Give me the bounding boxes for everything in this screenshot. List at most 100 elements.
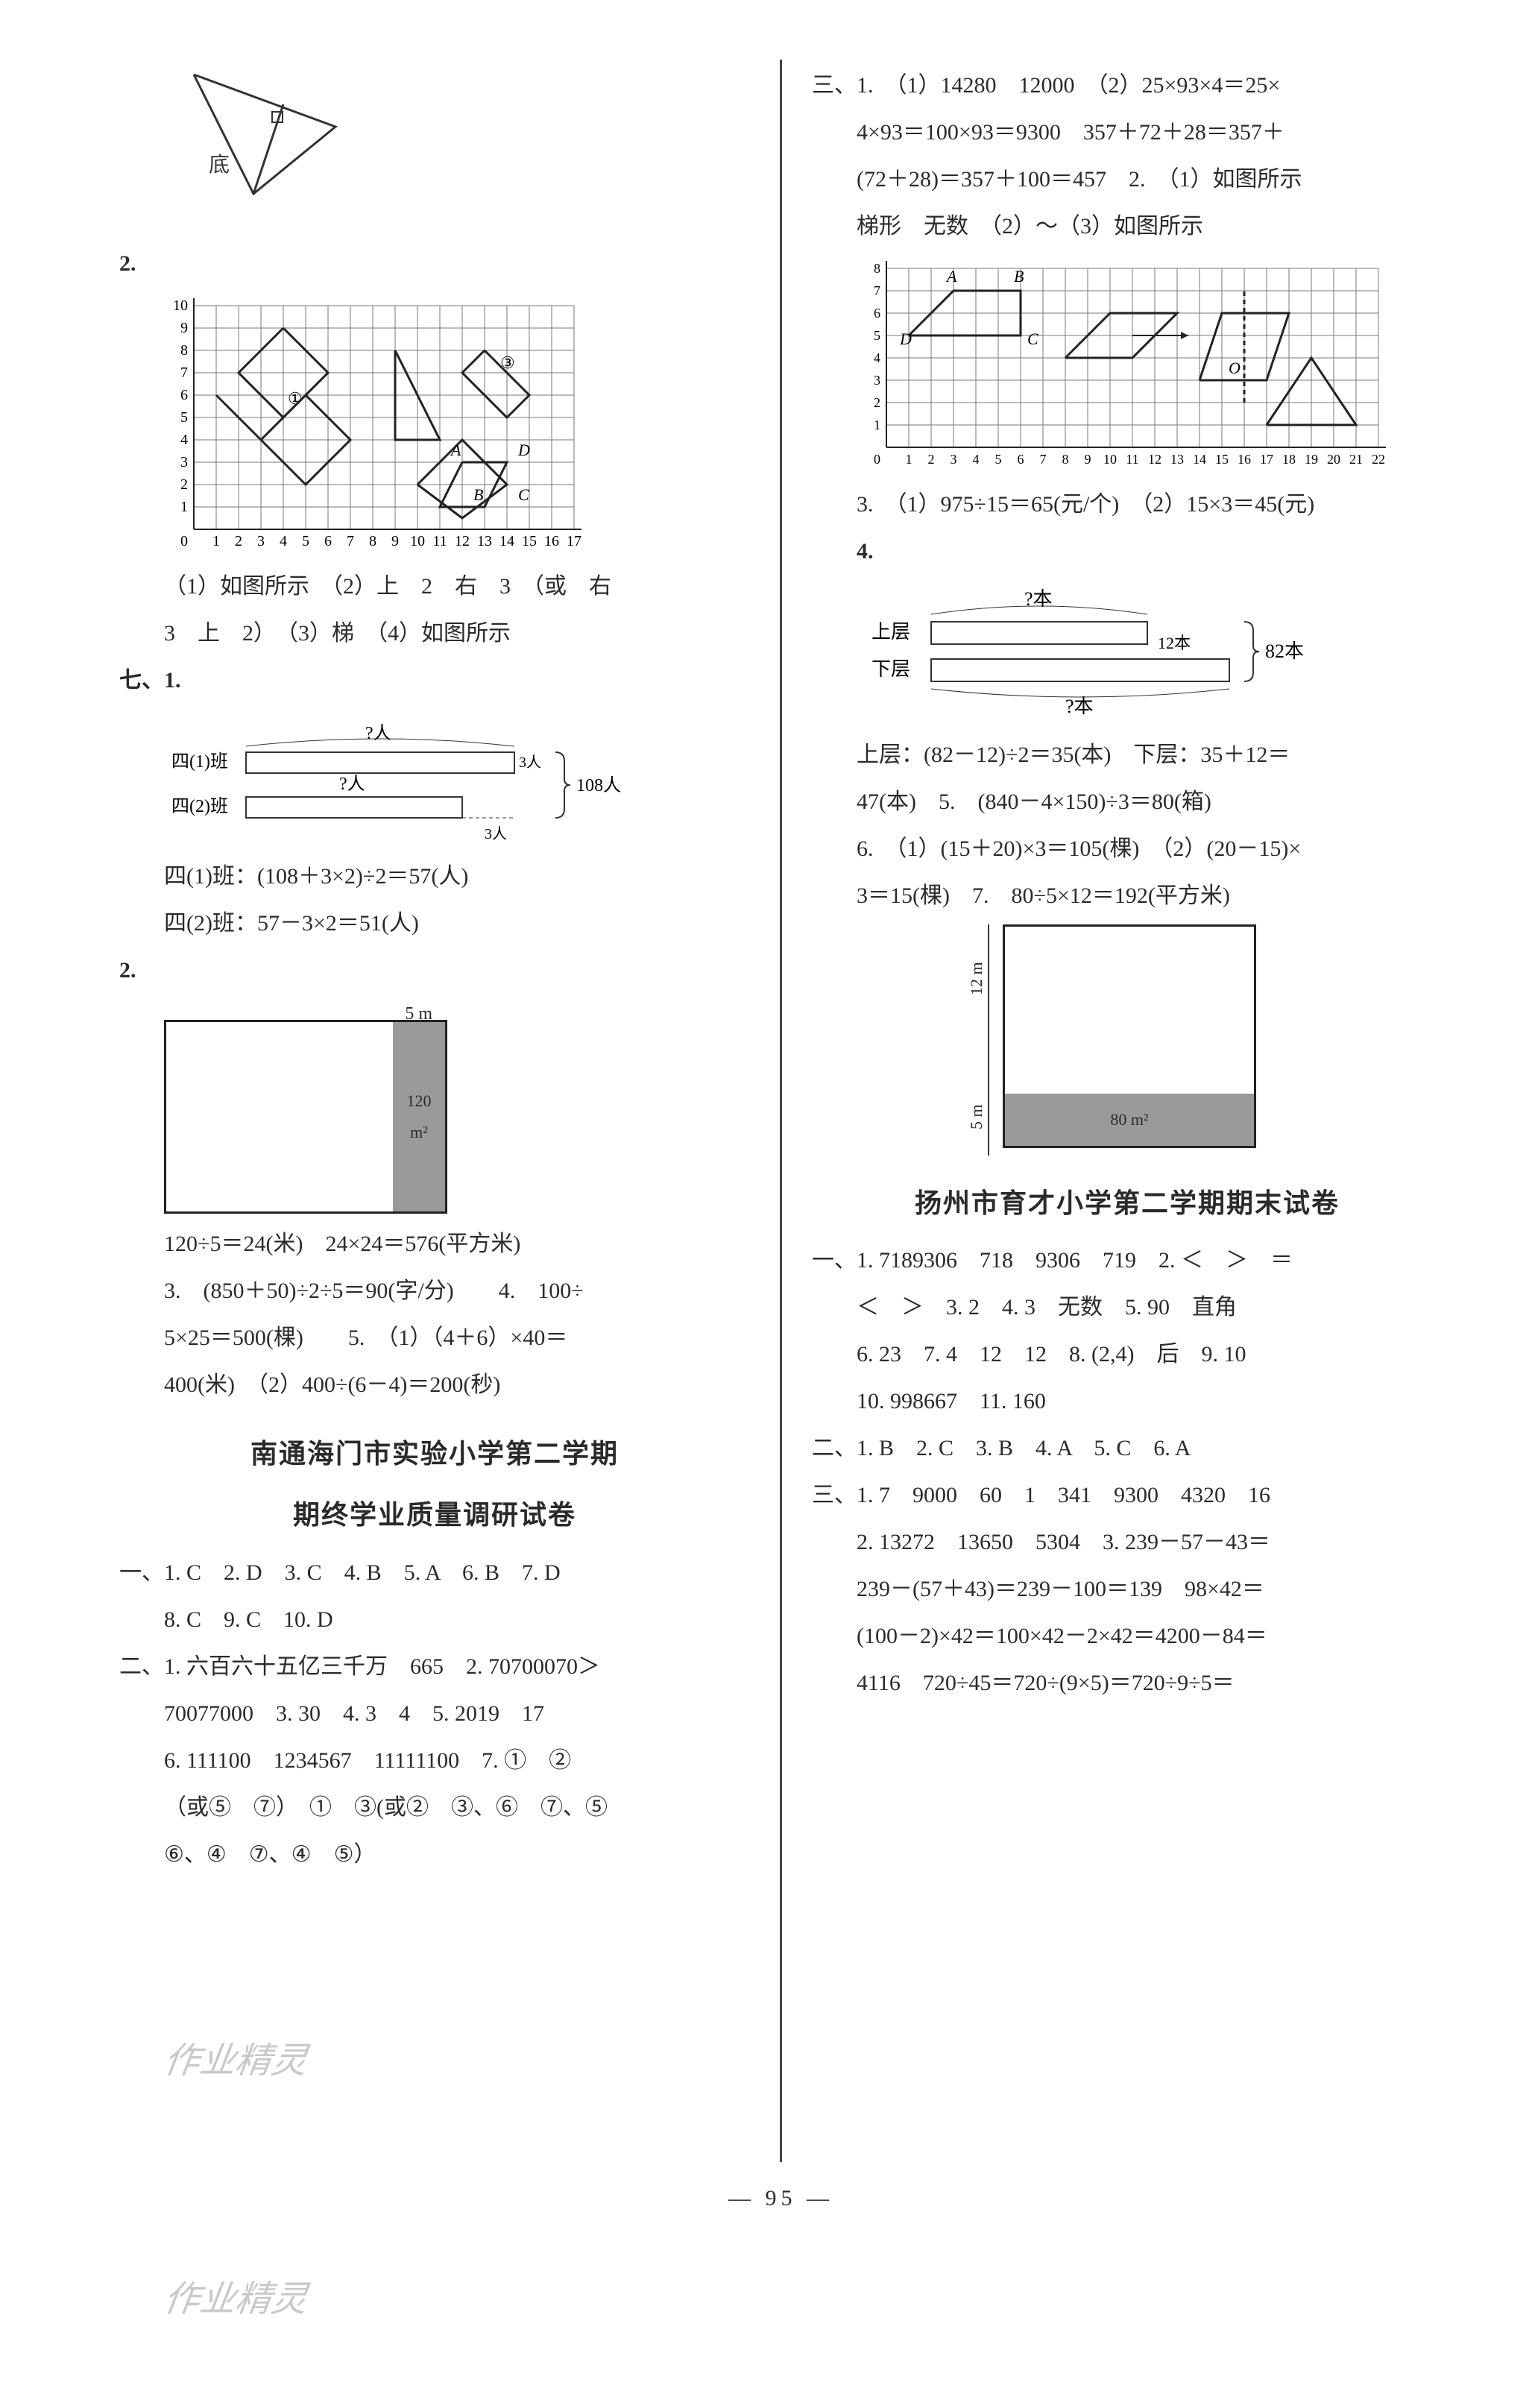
svg-text:1: 1 <box>906 452 912 467</box>
q7-3: 3. (850＋50)÷2÷5＝90(字/分) 4. 100÷ <box>119 1270 750 1312</box>
q7-2a: 120÷5＝24(米) 24×24＝576(平方米) <box>119 1223 750 1265</box>
svg-text:3: 3 <box>257 533 265 549</box>
r3-1: 三、1. （1）14280 12000 （2）25×93×4＝25× <box>812 64 1443 107</box>
svg-text:11: 11 <box>1126 452 1138 467</box>
r3-2: 4×93＝100×93＝9300 357＋72＋28＝357＋ <box>812 111 1443 154</box>
svg-text:?本: ?本 <box>1065 696 1094 717</box>
svg-text:82本: 82本 <box>1265 640 1304 662</box>
svg-text:1: 1 <box>212 533 220 549</box>
brace-diagram-1: 四(1)班四(2)班?人?人3人3人108人 <box>164 707 626 849</box>
nt-2-3: 6. 111100 1234567 11111100 7. ① ② <box>119 1739 750 1782</box>
grid-chart-1: 1234567891011121314151617123456789100①③A… <box>164 291 589 559</box>
svg-text:A: A <box>945 267 957 286</box>
svg-text:17: 17 <box>1260 452 1273 467</box>
svg-text:4: 4 <box>973 452 980 467</box>
yz-3-2: 2. 13272 13650 5304 3. 239－57－43＝ <box>812 1521 1443 1563</box>
svg-text:7: 7 <box>1040 452 1047 467</box>
svg-text:13: 13 <box>1170 452 1184 467</box>
svg-text:4: 4 <box>280 533 287 549</box>
svg-text:0: 0 <box>180 533 188 549</box>
q7-4: 5×25＝500(棵) 5. （1）（4＋6）×40＝ <box>119 1317 750 1359</box>
svg-text:6: 6 <box>1018 452 1024 467</box>
svg-text:?人: ?人 <box>339 775 365 794</box>
svg-text:5: 5 <box>874 328 880 343</box>
r3-7: 上层：(82－12)÷2＝35(本) 下层：35＋12＝ <box>812 734 1443 776</box>
triangle-base-label: 底 <box>209 153 230 177</box>
nt-2-4: （或⑤ ⑦） ① ③(或② ③、⑥ ⑦、⑤ <box>119 1786 750 1829</box>
left-column: 底 2. 12345678910111213141516171234567891… <box>119 60 780 2162</box>
svg-text:16: 16 <box>1238 452 1251 467</box>
svg-text:2: 2 <box>235 533 242 549</box>
nt-2-2: 70077000 3. 30 4. 3 4 5. 2019 17 <box>119 1692 750 1735</box>
section-title-yangzhou: 扬州市育才小学第二学期期末试卷 <box>812 1178 1443 1229</box>
svg-text:108人: 108人 <box>576 776 621 795</box>
rect-diagram-2: 80 m²12 m5 m <box>961 924 1259 1156</box>
svg-text:D: D <box>899 330 912 348</box>
svg-text:9: 9 <box>391 533 399 549</box>
text-2-2: 3 上 2） （3）梯 （4）如图所示 <box>119 612 750 655</box>
svg-text:7: 7 <box>874 283 880 298</box>
svg-text:20: 20 <box>1327 452 1340 467</box>
svg-text:12: 12 <box>1148 452 1161 467</box>
svg-text:10: 10 <box>173 297 188 314</box>
watermark-2: 作业精灵 <box>160 2266 312 2333</box>
svg-text:3: 3 <box>874 373 880 388</box>
q7-header: 七、1. <box>119 659 750 702</box>
svg-text:10: 10 <box>410 533 425 549</box>
nt-2-1: 二、1. 六百六十五亿三千万 665 2. 70700070＞ <box>119 1645 750 1688</box>
svg-text:2: 2 <box>874 395 880 410</box>
svg-text:5: 5 <box>180 409 188 426</box>
nt-1-1: 一、1. C 2. D 3. C 4. B 5. A 6. B 7. D <box>119 1551 750 1594</box>
svg-text:8: 8 <box>180 342 188 359</box>
yz-3-3: 239－(57＋43)＝239－100＝139 98×42＝ <box>812 1568 1443 1610</box>
svg-text:C: C <box>518 485 529 504</box>
svg-text:1: 1 <box>180 499 188 515</box>
yz-1-3: 6. 23 7. 4 12 12 8. (2,4) 后 9. 10 <box>812 1333 1443 1375</box>
svg-text:7: 7 <box>347 533 354 549</box>
nt-1-2: 8. C 9. C 10. D <box>119 1598 750 1641</box>
svg-text:D: D <box>517 441 530 459</box>
svg-text:4: 4 <box>180 432 188 448</box>
page: 底 2. 12345678910111213141516171234567891… <box>0 0 1532 2408</box>
svg-text:四(2)班: 四(2)班 <box>171 796 228 816</box>
svg-text:O: O <box>1229 359 1241 377</box>
svg-text:6: 6 <box>324 533 332 549</box>
r3-10: 3＝15(棵) 7. 80÷5×12＝192(平方米) <box>812 874 1443 917</box>
right-column: 三、1. （1）14280 12000 （2）25×93×4＝25× 4×93＝… <box>782 60 1443 2162</box>
svg-text:17: 17 <box>567 533 581 549</box>
svg-text:③: ③ <box>500 353 515 372</box>
svg-text:6: 6 <box>180 387 188 403</box>
svg-text:5: 5 <box>302 533 309 549</box>
r3-9: 6. （1）(15＋20)×3＝105(棵) （2）(20－15)× <box>812 828 1443 870</box>
two-column-layout: 底 2. 12345678910111213141516171234567891… <box>119 60 1443 2162</box>
svg-text:19: 19 <box>1305 452 1318 467</box>
q7-1a: 四(1)班：(108＋3×2)÷2＝57(人) <box>119 855 750 898</box>
svg-text:9: 9 <box>1085 452 1091 467</box>
q7-1b: 四(2)班：57－3×2＝51(人) <box>119 902 750 945</box>
watermark-1: 作业精灵 <box>160 2027 312 2095</box>
text-2-1: （1）如图所示 （2）上 2 右 3 （或 右 <box>119 565 750 608</box>
svg-text:2: 2 <box>928 452 935 467</box>
svg-text:下层: 下层 <box>871 658 910 680</box>
svg-text:B: B <box>1014 267 1024 286</box>
svg-text:15: 15 <box>1215 452 1229 467</box>
svg-text:四(1)班: 四(1)班 <box>171 751 228 772</box>
svg-text:18: 18 <box>1282 452 1296 467</box>
yz-3-1: 三、1. 7 9000 60 1 341 9300 4320 16 <box>812 1474 1443 1516</box>
q7-5: 400(米) （2）400÷(6－4)＝200(秒) <box>119 1364 750 1406</box>
nt-2-5: ⑥、④ ⑦、④ ⑤） <box>119 1833 750 1876</box>
q7-2-prefix: 2. <box>119 949 750 992</box>
svg-text:2: 2 <box>180 476 188 493</box>
svg-text:3人: 3人 <box>485 825 507 842</box>
triangle-figure: 底 <box>164 60 388 216</box>
svg-text:3人: 3人 <box>519 754 541 771</box>
section-title-nantong-2: 期终学业质量调研试卷 <box>119 1490 750 1540</box>
svg-text:7: 7 <box>180 365 188 381</box>
svg-text:12: 12 <box>455 533 470 549</box>
svg-text:8: 8 <box>874 261 880 276</box>
r3-3: (72＋28)＝357＋100＝457 2. （1）如图所示 <box>812 158 1443 201</box>
svg-text:12本: 12本 <box>1158 634 1191 652</box>
r3-8: 47(本) 5. (840－4×150)÷3＝80(箱) <box>812 781 1443 823</box>
svg-text:B: B <box>473 485 483 504</box>
svg-text:9: 9 <box>180 320 188 336</box>
